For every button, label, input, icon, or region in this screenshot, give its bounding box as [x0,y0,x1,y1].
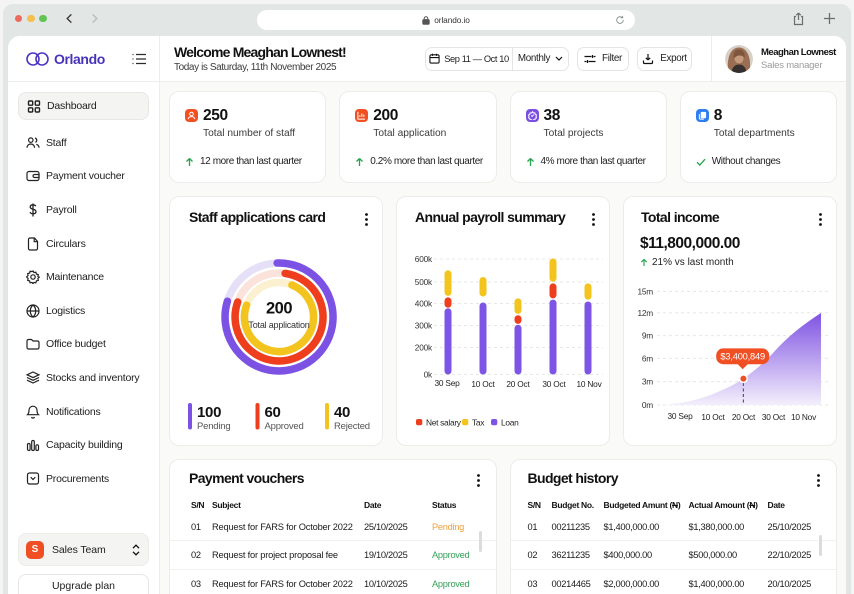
svg-text:Rejected: Rejected [334,421,370,432]
svg-text:12m: 12m [637,308,653,318]
svg-text:20 Oct: 20 Oct [732,412,756,422]
svg-text:Net salary: Net salary [426,417,462,427]
svg-text:0k: 0k [424,370,433,380]
svg-text:600k: 600k [415,254,433,264]
svg-text:9m: 9m [642,331,653,341]
svg-text:Loan: Loan [501,417,519,427]
svg-text:40: 40 [334,404,350,421]
svg-text:0m: 0m [642,400,653,410]
svg-text:200: 200 [266,300,292,318]
svg-text:30 Sep: 30 Sep [667,411,693,421]
svg-text:20 Oct: 20 Oct [506,379,530,389]
svg-text:10 Nov: 10 Nov [576,379,602,389]
svg-text:10 Oct: 10 Oct [471,379,495,389]
svg-text:15m: 15m [637,286,653,296]
svg-text:3m: 3m [642,377,653,387]
svg-text:10 Oct: 10 Oct [701,412,725,422]
svg-text:300k: 300k [415,321,433,331]
svg-text:Pending: Pending [197,421,230,432]
svg-text:30 Sep: 30 Sep [434,378,460,388]
svg-text:500k: 500k [415,277,433,287]
svg-text:10 Nov: 10 Nov [791,412,817,422]
svg-text:400k: 400k [415,299,433,309]
svg-text:30 Oct: 30 Oct [762,412,786,422]
svg-text:6m: 6m [642,353,653,363]
svg-text:200k: 200k [415,343,433,353]
svg-text:Tax: Tax [472,417,485,427]
svg-text:Total application: Total application [248,320,309,330]
svg-text:30 Oct: 30 Oct [542,379,566,389]
svg-text:$3,400,849: $3,400,849 [720,352,765,362]
svg-text:Approved: Approved [265,421,304,432]
svg-text:100: 100 [197,404,221,421]
svg-text:60: 60 [265,404,281,421]
